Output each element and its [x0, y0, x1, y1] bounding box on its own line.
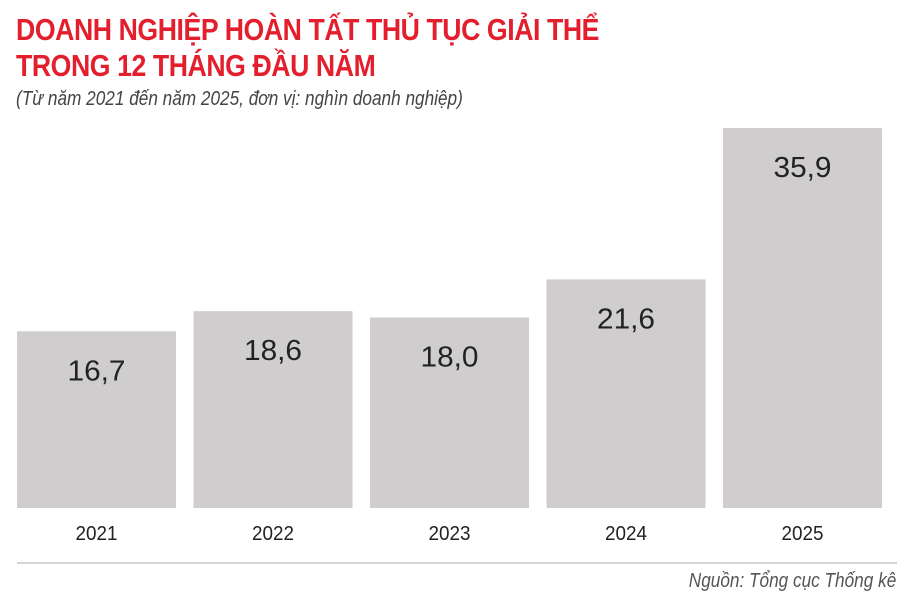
value-label-2023: 18,0	[421, 342, 479, 374]
chart-title: DOANH NGHIỆP HOÀN TẤT THỦ TỤC GIẢI THỂ T…	[16, 12, 599, 84]
value-label-2022: 18,6	[244, 335, 302, 367]
value-label-2021: 16,7	[68, 355, 126, 387]
x-tick-label-2021: 2021	[76, 523, 118, 545]
chart-title-line-2: TRONG 12 THÁNG ĐẦU NĂM	[16, 48, 376, 83]
chart-subtitle: (Từ năm 2021 đến năm 2025, đơn vị: nghìn…	[16, 88, 463, 110]
divider	[17, 562, 897, 564]
bar-2025	[723, 128, 882, 508]
bar-2023	[370, 317, 529, 508]
x-tick-label-2024: 2024	[605, 523, 647, 545]
x-tick-label-2023: 2023	[429, 523, 471, 545]
bar-2022	[193, 311, 353, 508]
source-note: Nguồn: Tổng cục Thống kê	[688, 570, 896, 592]
value-label-2024: 21,6	[597, 303, 655, 335]
bar-2021	[17, 331, 176, 508]
value-label-2025: 35,9	[774, 152, 832, 184]
x-tick-label-2022: 2022	[252, 523, 294, 545]
bar-2024	[546, 279, 706, 508]
chart-title-line-1: DOANH NGHIỆP HOÀN TẤT THỦ TỤC GIẢI THỂ	[16, 12, 600, 47]
x-tick-label-2025: 2025	[782, 523, 824, 545]
